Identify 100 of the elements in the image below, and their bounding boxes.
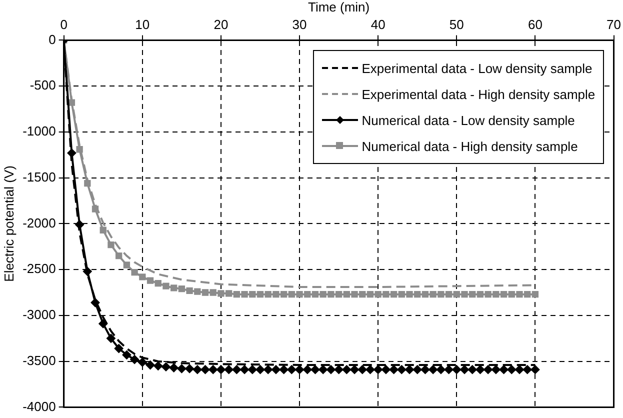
point (98, 319, 108, 328)
x-tick-label: 50 (449, 16, 464, 32)
point (162, 362, 170, 372)
y-tick-label: -2500 (22, 261, 56, 276)
point (232, 365, 241, 374)
point (170, 284, 178, 292)
point (139, 274, 146, 280)
point (162, 282, 170, 290)
point (264, 365, 272, 374)
y-tick-label: -500 (30, 78, 56, 93)
y-tick-label: -3000 (22, 307, 56, 322)
point (146, 277, 154, 284)
point (280, 365, 288, 374)
point (225, 290, 232, 297)
point (453, 291, 460, 298)
point (138, 358, 147, 367)
point (452, 365, 461, 374)
point (436, 365, 446, 374)
point (507, 365, 516, 374)
point (114, 344, 124, 353)
point (200, 365, 210, 374)
point (492, 365, 500, 374)
point (186, 287, 193, 294)
y-tick-label: 0 (48, 32, 56, 47)
point (374, 291, 382, 298)
point (131, 268, 138, 276)
point (476, 291, 484, 298)
point (106, 334, 116, 343)
point (397, 365, 406, 374)
point (170, 363, 178, 372)
point (335, 291, 342, 298)
x-axis-title: Time (min) (308, 0, 370, 14)
y-tick-label: -1500 (22, 169, 56, 184)
point (484, 365, 492, 374)
point (334, 365, 344, 374)
point (461, 291, 468, 298)
point (468, 365, 477, 374)
x-tick-label: 40 (370, 16, 386, 32)
point (224, 365, 234, 374)
point (532, 291, 539, 298)
point (303, 365, 312, 374)
legend-label: Numerical data - High density sample (362, 138, 578, 154)
point (208, 365, 218, 374)
point (320, 291, 326, 298)
point (508, 291, 515, 298)
point (256, 365, 265, 374)
point (248, 365, 257, 374)
point (374, 365, 382, 374)
point (406, 291, 413, 298)
point (413, 365, 422, 374)
point (185, 364, 194, 373)
point (484, 291, 492, 298)
point (304, 291, 311, 298)
x-tick-label: 10 (135, 16, 150, 32)
y-tick-label: -1000 (22, 124, 56, 139)
point (210, 289, 216, 296)
x-tick-label: 70 (606, 16, 622, 32)
y-tick-label: -2000 (22, 215, 56, 230)
point (194, 288, 201, 295)
x-tick-label: 60 (528, 16, 542, 32)
point (366, 291, 374, 298)
point (240, 365, 249, 374)
legend-label: Experimental data - Low density sample (362, 60, 592, 76)
point (193, 365, 202, 374)
point (523, 365, 532, 374)
point (445, 291, 452, 298)
point (414, 291, 421, 298)
point (500, 291, 508, 298)
point (249, 291, 256, 298)
point (90, 298, 100, 307)
point (420, 365, 430, 374)
point (288, 291, 296, 298)
point (123, 262, 130, 268)
point (326, 365, 336, 374)
point (218, 290, 224, 297)
point (476, 365, 485, 374)
point (216, 365, 226, 374)
point (154, 280, 162, 287)
point (310, 365, 320, 374)
point (130, 355, 139, 364)
point (343, 291, 350, 298)
legend-label: Numerical data - Low density sample (362, 112, 575, 128)
point (100, 226, 106, 234)
point (202, 289, 209, 296)
point (108, 241, 114, 248)
point (122, 350, 131, 360)
point (178, 286, 186, 292)
y-tick-label: -4000 (22, 398, 56, 414)
point (359, 291, 366, 298)
point (296, 291, 303, 298)
point (444, 365, 454, 374)
point (116, 252, 122, 260)
point (524, 291, 531, 298)
point (516, 291, 523, 298)
point (256, 291, 264, 298)
point (405, 365, 414, 374)
point (422, 291, 429, 298)
point (233, 291, 240, 298)
point (318, 365, 328, 374)
point (350, 365, 359, 374)
